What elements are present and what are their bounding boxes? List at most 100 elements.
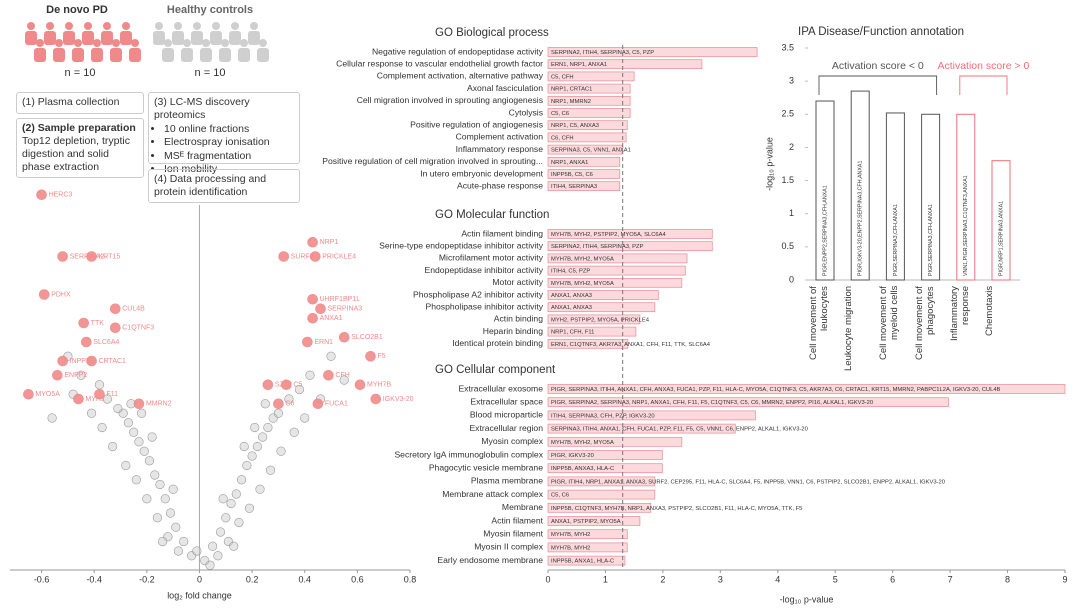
point-label: MYO5A	[35, 391, 60, 398]
bar-annotation: PIGR, IGKV3-20	[551, 453, 594, 459]
bar-annotation: NRP1, ANXA1	[551, 160, 588, 166]
bar	[547, 169, 621, 179]
point	[273, 408, 284, 418]
point-label: IGKV3-20	[383, 396, 414, 403]
x-tick-label: -0.4	[86, 574, 102, 584]
panel-title: IPA Disease/Function annotation	[798, 26, 964, 38]
x-tick-label: 4	[775, 574, 780, 584]
bar-annotation: PIGR, SERPINA3, ITIH4, ANXA1, CFH, ANXA3…	[551, 387, 1001, 393]
point	[213, 551, 223, 561]
x-tick-label: 0.4	[298, 574, 311, 584]
bar	[547, 277, 683, 288]
point	[179, 536, 189, 547]
point-label: SURF2	[291, 253, 314, 260]
cohort-label: Healthy controls	[166, 4, 254, 16]
point	[258, 432, 268, 442]
point	[108, 441, 118, 452]
y-tick-label: Myosin complex	[481, 436, 543, 446]
bar	[547, 489, 656, 500]
y-tick-label: In utero embryonic development	[420, 168, 543, 178]
bar	[547, 156, 621, 167]
bar	[547, 302, 656, 313]
y-tick-label: Phospholipase A2 inhibitor activity	[413, 289, 544, 299]
bar	[547, 555, 626, 566]
person-body	[25, 31, 37, 45]
point	[242, 460, 252, 471]
bar-annotation: ITIH4, C5, PZP	[551, 269, 590, 275]
point	[109, 303, 121, 315]
point	[309, 251, 321, 262]
point	[218, 494, 228, 504]
workflow-step: (1) Plasma collection	[16, 92, 144, 114]
point	[158, 536, 168, 547]
point	[147, 432, 157, 442]
bar-annotation: MYH7B, MYH2, MYO5A	[551, 281, 614, 287]
bar-annotation: MYH7B, MYH2, MYO5A	[551, 440, 614, 446]
y-tick-label: Cytolysis	[509, 107, 543, 117]
point	[289, 427, 299, 437]
point	[73, 393, 84, 405]
person-head	[240, 39, 248, 47]
point-label: INPP5B	[70, 358, 95, 365]
y-tick-label: 0	[789, 274, 794, 284]
person-body	[34, 48, 46, 62]
bar	[547, 338, 629, 349]
y-tick-label: Blood microparticle	[470, 410, 543, 420]
point-label: CRTAC1	[99, 358, 126, 365]
point	[23, 388, 34, 400]
bar	[547, 290, 659, 300]
x-tick-label: 0.8	[404, 574, 417, 584]
person-body	[219, 48, 231, 62]
point-label: MYH2	[85, 396, 105, 403]
point-label: C1QTNF3	[122, 325, 154, 332]
x-tick-label: 0.6	[351, 574, 364, 584]
bar	[991, 160, 1011, 281]
bar-annotation: NRP1, CRTAC1	[551, 87, 592, 93]
bar-annotation: SERPINA3, ITIH4, ANXA1, CFH, FUCA1, PZP,…	[551, 427, 808, 433]
bar	[547, 181, 621, 192]
point	[307, 236, 318, 248]
y-tick-label: Heparin binding	[483, 326, 543, 336]
point	[134, 437, 144, 447]
bar	[547, 423, 736, 434]
person-head	[231, 22, 239, 30]
point	[312, 398, 324, 410]
point-label: ERN1	[314, 339, 333, 346]
bar-annotation: C5, CFH	[551, 74, 574, 80]
bar	[547, 326, 637, 337]
x-tick-label: 0	[197, 574, 202, 584]
point	[97, 422, 107, 433]
person-body	[257, 48, 269, 62]
person-head	[122, 22, 130, 30]
y-tick-label: Acute-phase response	[457, 180, 543, 190]
bar-annotation: PIGR,SERPINA3,CFH,ANXA1	[893, 204, 899, 276]
bar	[547, 542, 628, 553]
point	[294, 384, 305, 395]
person-body	[153, 31, 165, 45]
point	[168, 484, 178, 494]
bullet: Ion mobility	[164, 163, 294, 176]
step-title: (4) Data processing and protein identifi…	[154, 173, 267, 199]
bar-annotation: SERPINA2, ITIH4, SERPINA3, PZP	[551, 244, 644, 250]
person-body	[181, 48, 193, 62]
point	[244, 503, 255, 513]
point	[113, 403, 123, 414]
y-tick-label: Phospholipase inhibitor activity	[425, 301, 543, 311]
person-head	[112, 39, 120, 47]
cohort-n: n = 10	[194, 67, 226, 79]
person-body	[162, 48, 174, 62]
point	[173, 546, 184, 556]
x-tick-label: 0	[545, 574, 550, 584]
bar	[547, 463, 663, 474]
person-body	[82, 31, 94, 45]
person-head	[74, 39, 82, 47]
bar-annotation: INPP5B, ANXA3, HLA-C	[551, 466, 614, 472]
y-tick-label: Extracellular space	[470, 396, 543, 406]
point	[221, 513, 231, 523]
point-label: F11	[106, 391, 118, 398]
bar	[956, 113, 976, 281]
person-body	[101, 31, 113, 45]
bar-annotation: ERN1, NRP1, ANXA1	[551, 62, 607, 68]
point	[150, 470, 160, 480]
